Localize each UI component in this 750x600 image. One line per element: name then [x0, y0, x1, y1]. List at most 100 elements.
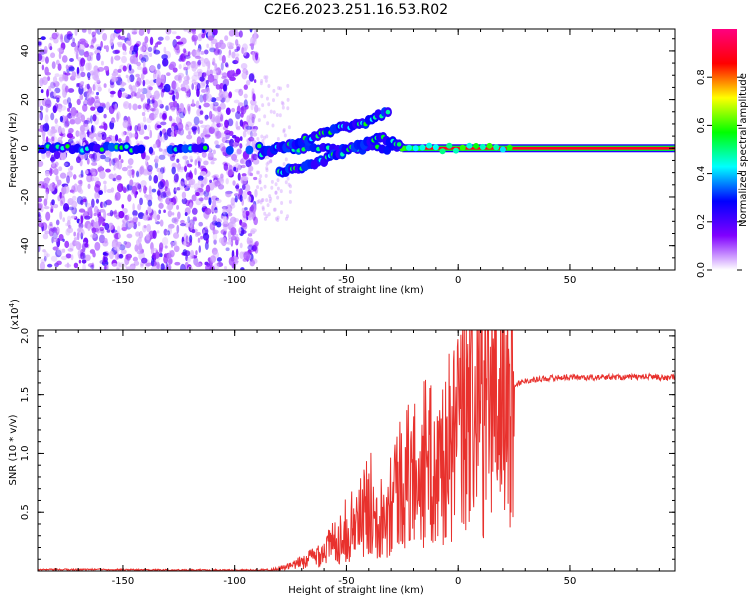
- spectrogram-noise-blob: [65, 64, 69, 70]
- spectrogram-noise-blob: [163, 83, 171, 93]
- spectrogram-noise-blob: [67, 167, 73, 172]
- spectrogram-noise-blob: [288, 199, 292, 204]
- spectrogram-noise-blob: [171, 166, 176, 175]
- spectrogram-noise-blob: [241, 183, 246, 190]
- spectrogram-noise-blob: [83, 211, 90, 218]
- spectrogram-noise-blob: [67, 215, 72, 222]
- spectrogram-noise-blob: [163, 209, 166, 213]
- spectrogram-noise-blob: [86, 83, 90, 90]
- spectrogram-noise-blob: [142, 224, 147, 233]
- spectrogram-noise-blob: [199, 76, 205, 82]
- spectrogram-noise-blob: [58, 234, 64, 241]
- spectrogram-noise-blob: [114, 103, 118, 111]
- spectrogram-noise-blob: [69, 119, 76, 125]
- spectrogram-noise-blob: [113, 173, 117, 179]
- spectrogram-noise-blob: [243, 93, 248, 99]
- spectrogram-noise-blob: [239, 136, 243, 141]
- spectrogram-noise-blob: [59, 200, 64, 207]
- spectrogram-noise-blob: [282, 129, 286, 134]
- spectrogram-noise-blob: [57, 194, 61, 202]
- spectrogram-noise-blob: [80, 215, 84, 224]
- spectrogram-noise-blob: [78, 259, 82, 264]
- spectrogram-noise-blob: [99, 216, 104, 224]
- snr-y-scale-suffix: ): [10, 299, 21, 303]
- spectrogram-noise-blob: [136, 245, 143, 252]
- spectrogram-noise-blob: [143, 136, 150, 140]
- spectrogram-noise-blob: [50, 208, 54, 213]
- spectrogram-noise-blob: [80, 252, 85, 260]
- spectrogram-noise-blob: [127, 222, 134, 228]
- spectrogram-y-tick-label: -40: [20, 237, 31, 253]
- spectrogram-noise-blob: [210, 160, 215, 165]
- spectrogram-noise-blob: [271, 123, 275, 128]
- spectrogram-noise-blob: [69, 242, 74, 251]
- snr-x-tick-label: 50: [564, 576, 577, 587]
- spectrogram-noise-blob: [91, 125, 96, 134]
- spectrogram-noise-blob: [77, 227, 84, 233]
- spectrogram-noise-blob: [197, 179, 204, 186]
- spectrogram-noise-blob: [139, 197, 143, 206]
- spectrogram-noise-blob: [198, 221, 204, 227]
- spectrogram-noise-blob: [286, 214, 290, 219]
- spectrogram-noise-blob: [51, 61, 56, 69]
- spectrogram-noise-blob: [208, 110, 213, 120]
- spectrogram-noise-blob: [136, 61, 141, 67]
- carrier-blob: [419, 144, 426, 151]
- spectrogram-noise-blob: [272, 98, 276, 103]
- spectrogram-noise-blob: [136, 239, 140, 247]
- spectrogram-noise-blob: [157, 171, 164, 181]
- spectrogram-noise-blob: [209, 222, 216, 231]
- spectrogram-noise-blob: [253, 33, 257, 42]
- spectrogram-noise-blob: [205, 184, 211, 193]
- spectrogram-noise-blob: [99, 154, 106, 160]
- spectrogram-noise-blob: [67, 97, 72, 105]
- spectrogram-noise-blob: [38, 222, 44, 228]
- spectrogram-noise-blob: [286, 176, 290, 181]
- spectrogram-noise-blob: [47, 129, 54, 137]
- upper-branch-core: [385, 109, 391, 115]
- spectrogram-noise-blob: [260, 198, 264, 203]
- spectrogram-noise-blob: [178, 181, 185, 190]
- spectrogram-noise-blob: [232, 180, 236, 186]
- spectrogram-noise-blob: [130, 91, 137, 97]
- spectrogram-noise-blob: [201, 88, 207, 93]
- spectrogram-noise-blob: [265, 96, 269, 101]
- spectrogram-noise-blob: [87, 223, 91, 231]
- spectrogram-noise-blob: [157, 181, 164, 190]
- spectrogram-noise-blob: [96, 106, 104, 113]
- spectrogram-noise-blob: [161, 135, 166, 143]
- spectrogram-noise-blob: [146, 161, 149, 171]
- spectrogram-noise-blob: [117, 138, 122, 143]
- spectrogram-noise-blob: [277, 85, 281, 90]
- spectrogram-noise-blob: [71, 71, 77, 79]
- spectrogram-noise-blob: [131, 170, 135, 179]
- spectrogram-noise-blob: [103, 200, 107, 208]
- spectrogram-noise-blob: [225, 78, 230, 84]
- spectrogram-noise-blob: [230, 197, 236, 206]
- spectrogram-noise-blob: [286, 83, 290, 88]
- spectrogram-noise-blob: [255, 170, 259, 175]
- spectrogram-noise-blob: [237, 125, 241, 130]
- spectrogram-noise-blob: [116, 267, 120, 270]
- spectrogram-noise-blob: [156, 230, 160, 234]
- spectrogram-noise-blob: [42, 123, 50, 132]
- spectrogram-noise-blob: [116, 112, 119, 122]
- spectrogram-noise-blob: [87, 98, 93, 106]
- spectrogram-noise-blob: [158, 247, 163, 254]
- spectrogram-noise-blob: [231, 107, 236, 113]
- spectrogram-noise-blob: [173, 173, 179, 183]
- snr-ylabel: SNR (10 * v/v): [8, 414, 19, 485]
- spectrogram-noise-blob: [284, 157, 288, 162]
- spectrogram-noise-blob: [189, 238, 193, 246]
- spectrogram-noise-blob: [67, 248, 74, 252]
- spectrogram-noise-blob: [205, 263, 212, 270]
- spectrogram-noise-blob: [214, 115, 221, 124]
- spectrogram-noise-blob: [256, 185, 260, 190]
- spectrogram-noise-blob: [225, 190, 232, 198]
- spectrogram-noise-blob: [205, 79, 209, 85]
- spectrogram-noise-blob: [215, 67, 222, 76]
- spectrogram-noise-blob: [247, 244, 254, 251]
- spectrogram-noise-blob: [62, 238, 65, 242]
- spectrogram-noise-blob: [259, 174, 263, 179]
- spectrogram-noise-blob: [186, 256, 191, 263]
